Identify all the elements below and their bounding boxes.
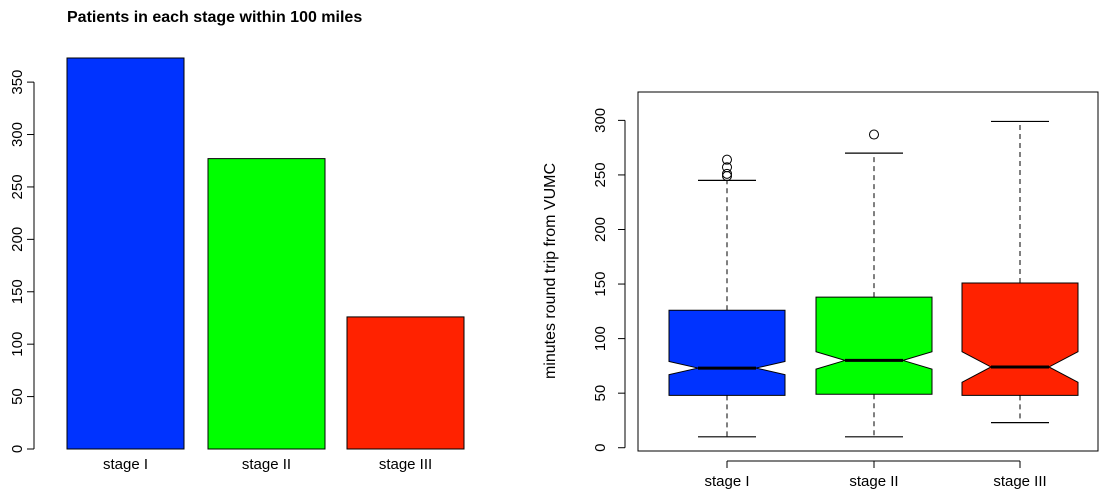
bar <box>346 316 465 450</box>
bar-chart: Patients in each stage within 100 miles … <box>9 9 465 473</box>
x-tick-label: stage II <box>242 456 291 473</box>
x-tick-label: stage II <box>849 473 898 490</box>
box-body <box>668 309 786 396</box>
y-tick-label: 300 <box>592 108 609 133</box>
bar-chart-x-labels: stage I stage II stage III <box>103 456 432 473</box>
y-tick-label: 0 <box>592 444 609 452</box>
y-tick-label: 50 <box>592 385 609 402</box>
box-plot-x-axis: stage I stage II stage III <box>704 460 1047 490</box>
outlier-point <box>722 171 732 182</box>
y-tick-label: 200 <box>592 217 609 242</box>
bar-chart-bars <box>66 57 465 450</box>
x-tick-label: stage III <box>993 473 1046 490</box>
y-tick-label: 250 <box>9 174 26 199</box>
outlier-point <box>722 154 732 165</box>
y-tick-label: 150 <box>9 279 26 304</box>
box-body <box>961 282 1079 396</box>
outlier-point <box>869 129 879 140</box>
box-3 <box>961 120 1079 424</box>
outlier-point <box>722 162 732 173</box>
box-plot-y-axis: 0 50 100 150 200 250 300 <box>592 108 626 452</box>
y-tick-label: 100 <box>592 326 609 351</box>
outlier-point <box>722 168 732 179</box>
box-plot-boxes <box>668 120 1079 438</box>
box-plot-frame <box>637 91 1099 452</box>
x-tick-label: stage III <box>379 456 432 473</box>
x-tick-label: stage I <box>103 456 148 473</box>
box-body <box>815 296 933 395</box>
box-2 <box>815 129 933 438</box>
x-tick-label: stage I <box>704 473 749 490</box>
y-tick-label: 150 <box>592 272 609 297</box>
y-tick-label: 50 <box>9 388 26 405</box>
bar-chart-title: Patients in each stage within 100 miles <box>67 9 362 26</box>
bar-chart-y-axis: 0 50 100 150 200 250 300 350 <box>9 70 35 453</box>
y-tick-label: 100 <box>9 332 26 357</box>
box-1 <box>668 154 786 438</box>
y-tick-label: 350 <box>9 70 26 95</box>
box-plot: minutes round trip from VUMC 0 50 100 150 20… <box>542 91 1099 490</box>
y-tick-label: 0 <box>9 445 26 453</box>
y-tick-label: 200 <box>9 227 26 252</box>
y-tick-label: 250 <box>592 162 609 187</box>
bar <box>207 158 326 450</box>
bar <box>66 57 185 450</box>
box-plot-y-axis-title: minutes round trip from VUMC <box>542 163 559 379</box>
y-tick-label: 300 <box>9 122 26 147</box>
